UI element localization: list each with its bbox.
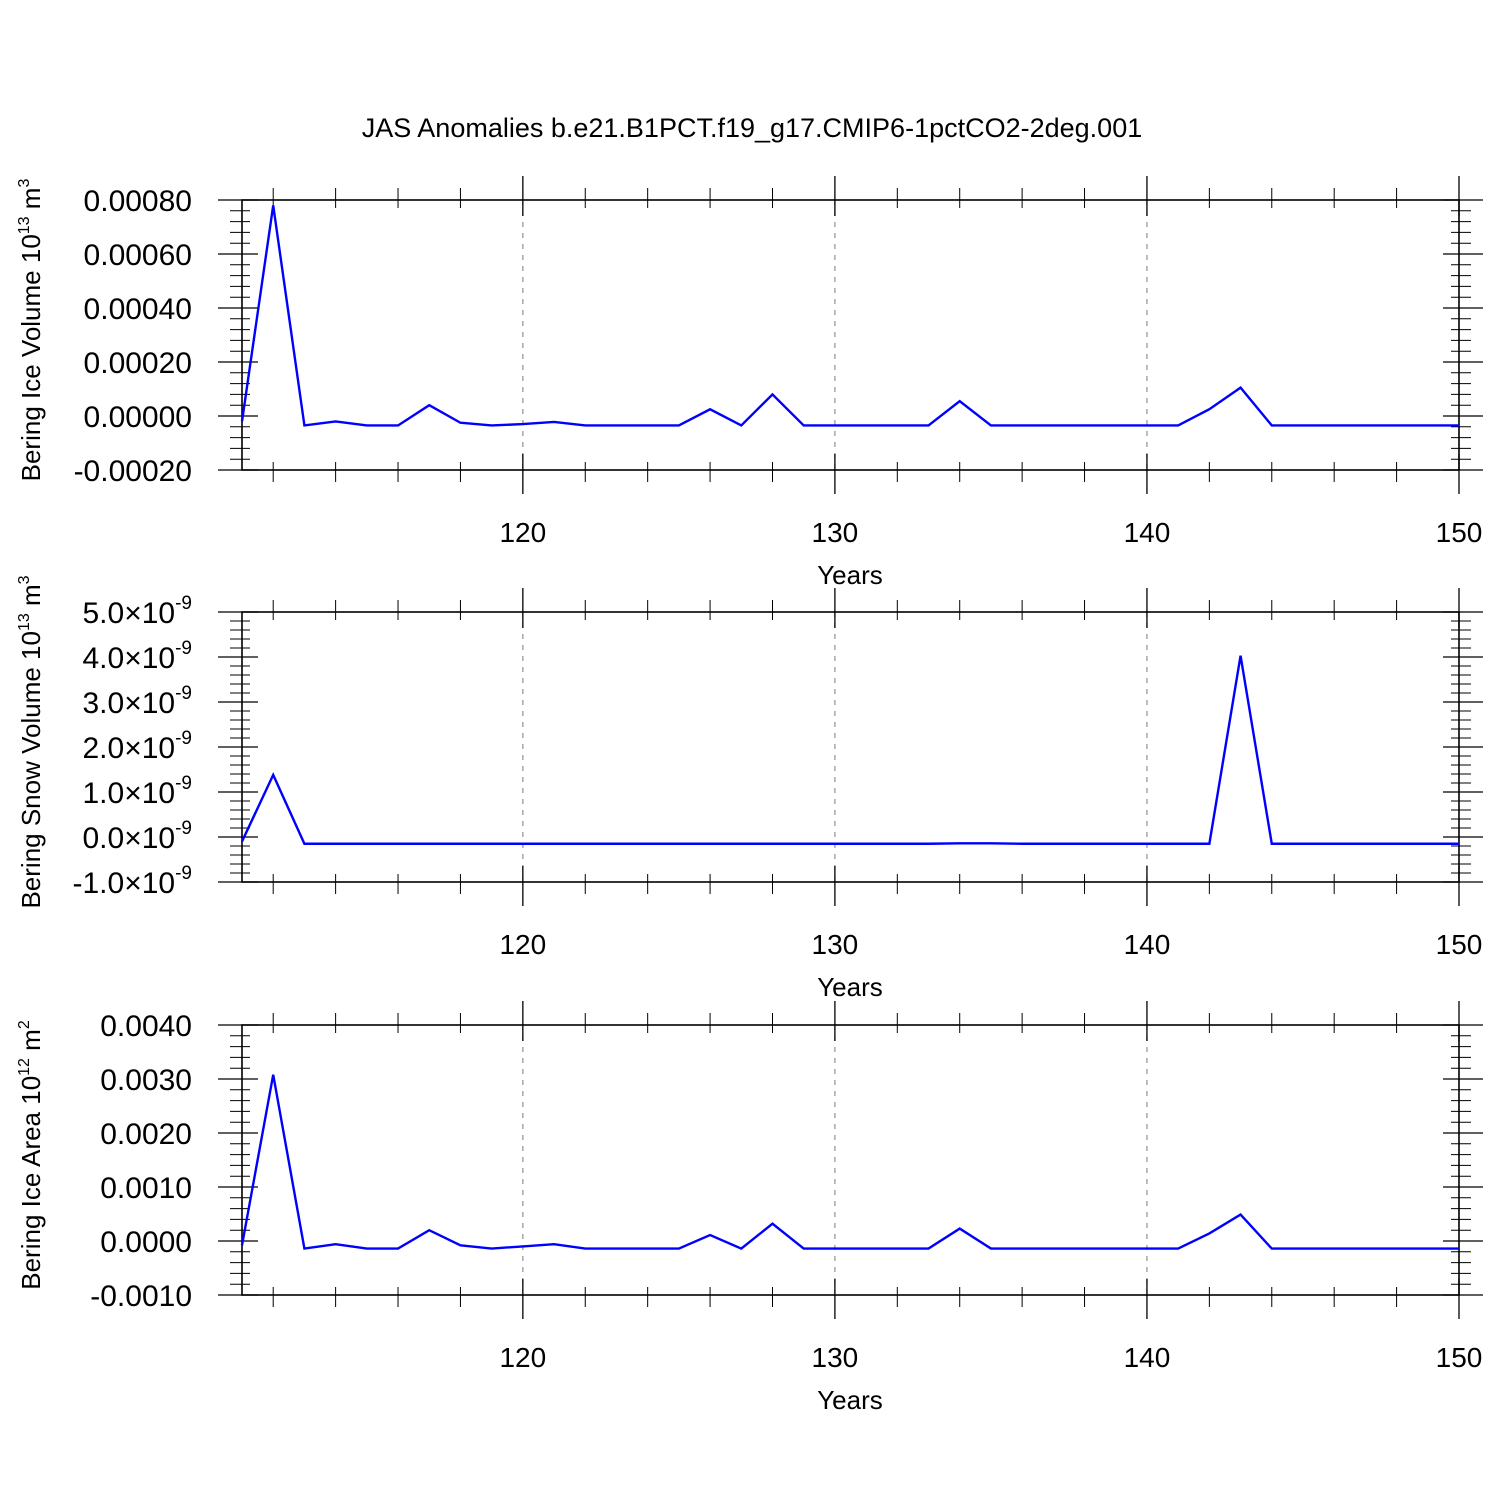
y-tick-label: 0.0000 (100, 1226, 192, 1259)
y-tick-label: 1.0×10-9 (82, 773, 192, 810)
y-tick-label: -0.0010 (90, 1280, 192, 1313)
y-axis-label: Bering Snow Volume 1013 m3 (16, 575, 46, 908)
y-tick-label: 0.0040 (100, 1010, 192, 1043)
y-tick-label: 0.00060 (84, 239, 192, 272)
x-tick-label: 130 (812, 517, 859, 548)
panels: 120 130 140 150 -0.00020 0.00000 0.00020 0.0004… (16, 176, 1483, 1415)
y-axis-label: Bering Ice Area 1012 m2 (16, 1020, 46, 1290)
y-tick-label: 0.00080 (84, 185, 192, 218)
y-tick-label: 4.0×10-9 (82, 638, 192, 675)
series-line (240, 1074, 1459, 1250)
y-tick-label: 3.0×10-9 (82, 683, 192, 720)
y-tick-label: 0.00000 (84, 401, 192, 434)
x-tick-label: 120 (499, 1342, 546, 1373)
series-line (240, 655, 1459, 845)
x-axis-label: Years (817, 1385, 883, 1415)
x-tick-label: 150 (1436, 929, 1483, 960)
x-tick-label: 150 (1436, 1342, 1483, 1373)
y-tick-label: 0.0020 (100, 1118, 192, 1151)
y-tick-label: 0.00020 (84, 347, 192, 380)
x-tick-label: 140 (1124, 929, 1171, 960)
y-axis-label: Bering Ice Volume 1013 m3 (16, 179, 46, 482)
x-tick-label: 150 (1436, 517, 1483, 548)
x-axis-label: Years (817, 560, 883, 590)
x-tick-label: 130 (812, 929, 859, 960)
plot-frame (241, 199, 1460, 471)
y-tick-label: 0.0010 (100, 1172, 192, 1205)
y-tick-label: 0.00040 (84, 293, 192, 326)
y-tick-label: -0.00020 (74, 455, 192, 488)
x-tick-label: 140 (1124, 1342, 1171, 1373)
panel-2: 120 130 140 150 -1.0×10-9 0.0×10-9 1.0×10-9 2.0… (16, 575, 1483, 1002)
x-tick-label: 120 (499, 517, 546, 548)
plot-frame (241, 611, 1460, 883)
series-line (240, 205, 1459, 427)
y-tick-label: 0.0030 (100, 1064, 192, 1097)
y-tick-label: 5.0×10-9 (82, 593, 192, 630)
y-tick-label: -1.0×10-9 (73, 863, 193, 900)
x-tick-label: 130 (812, 1342, 859, 1373)
y-tick-label: 0.0×10-9 (82, 818, 192, 855)
panel-1: 120 130 140 150 -0.00020 0.00000 0.00020 0.0004… (16, 176, 1483, 590)
y-tick-label: 2.0×10-9 (82, 728, 192, 765)
x-tick-label: 120 (499, 929, 546, 960)
plot-frame (241, 1024, 1460, 1296)
x-tick-label: 140 (1124, 517, 1171, 548)
chart-title: JAS Anomalies b.e21.B1PCT.f19_g17.CMIP6-… (362, 113, 1142, 143)
panel-3: 120 130 140 150 -0.0010 0.0000 0.0010 0.0020 0.0… (16, 1001, 1483, 1415)
x-axis-label: Years (817, 972, 883, 1002)
